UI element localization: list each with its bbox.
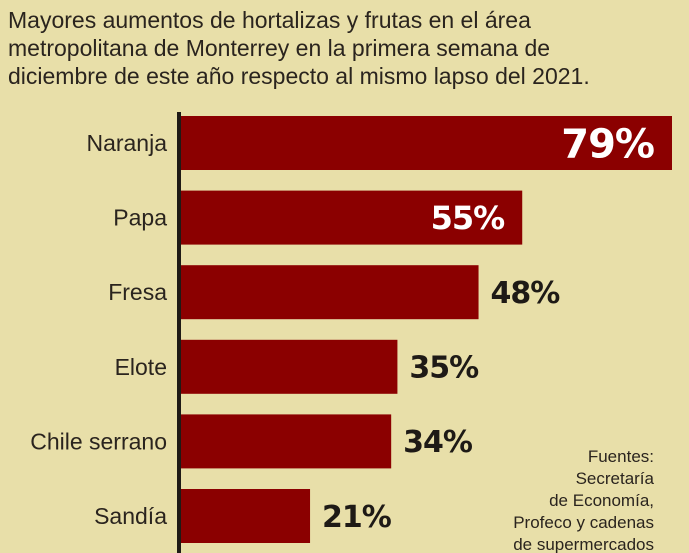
value-labels-group: 79% 55% 48% 35% 34% 21% bbox=[322, 121, 655, 535]
bar-papa bbox=[179, 190, 523, 245]
bar-chile-serrano bbox=[179, 414, 392, 469]
value-label-fresa: 48% bbox=[491, 276, 561, 311]
source-line-4: Profeco y cadenas bbox=[513, 513, 654, 532]
source-note: Fuentes: Secretaría de Economía, Profeco… bbox=[513, 446, 654, 553]
value-label-papa: 55% bbox=[431, 199, 506, 237]
source-line-2: Secretaría bbox=[575, 469, 654, 488]
bar-naranja bbox=[179, 116, 672, 170]
bar-sandia bbox=[179, 489, 311, 543]
category-label-chile-serrano: Chile serrano bbox=[30, 428, 167, 454]
category-label-fresa: Fresa bbox=[108, 279, 167, 305]
value-label-naranja: 79% bbox=[561, 121, 654, 167]
source-line-5: de supermercados bbox=[513, 535, 654, 553]
category-label-papa: Papa bbox=[113, 205, 167, 231]
value-label-elote: 35% bbox=[409, 351, 479, 386]
source-line-3: de Economía, bbox=[549, 491, 654, 510]
category-label-naranja: Naranja bbox=[86, 130, 167, 156]
bar-fresa bbox=[179, 265, 479, 320]
title-line-1: Mayores aumentos de hortalizas y frutas … bbox=[8, 7, 531, 33]
bars-group bbox=[179, 116, 672, 543]
chart-title: Mayores aumentos de hortalizas y frutas … bbox=[8, 6, 678, 90]
category-label-elote: Elote bbox=[115, 354, 167, 380]
title-line-2: metropolitana de Monterrey en la primera… bbox=[8, 35, 551, 61]
category-label-sandia: Sandía bbox=[94, 503, 167, 529]
value-label-sandia: 21% bbox=[322, 500, 392, 535]
category-labels-group: Naranja Papa Fresa Elote Chile serrano Sandía bbox=[30, 130, 167, 529]
source-line-1: Fuentes: bbox=[587, 447, 654, 466]
bar-elote bbox=[179, 339, 398, 394]
title-line-3: diciembre de este año respecto al mismo … bbox=[8, 63, 590, 89]
value-label-chile-serrano: 34% bbox=[403, 425, 473, 460]
